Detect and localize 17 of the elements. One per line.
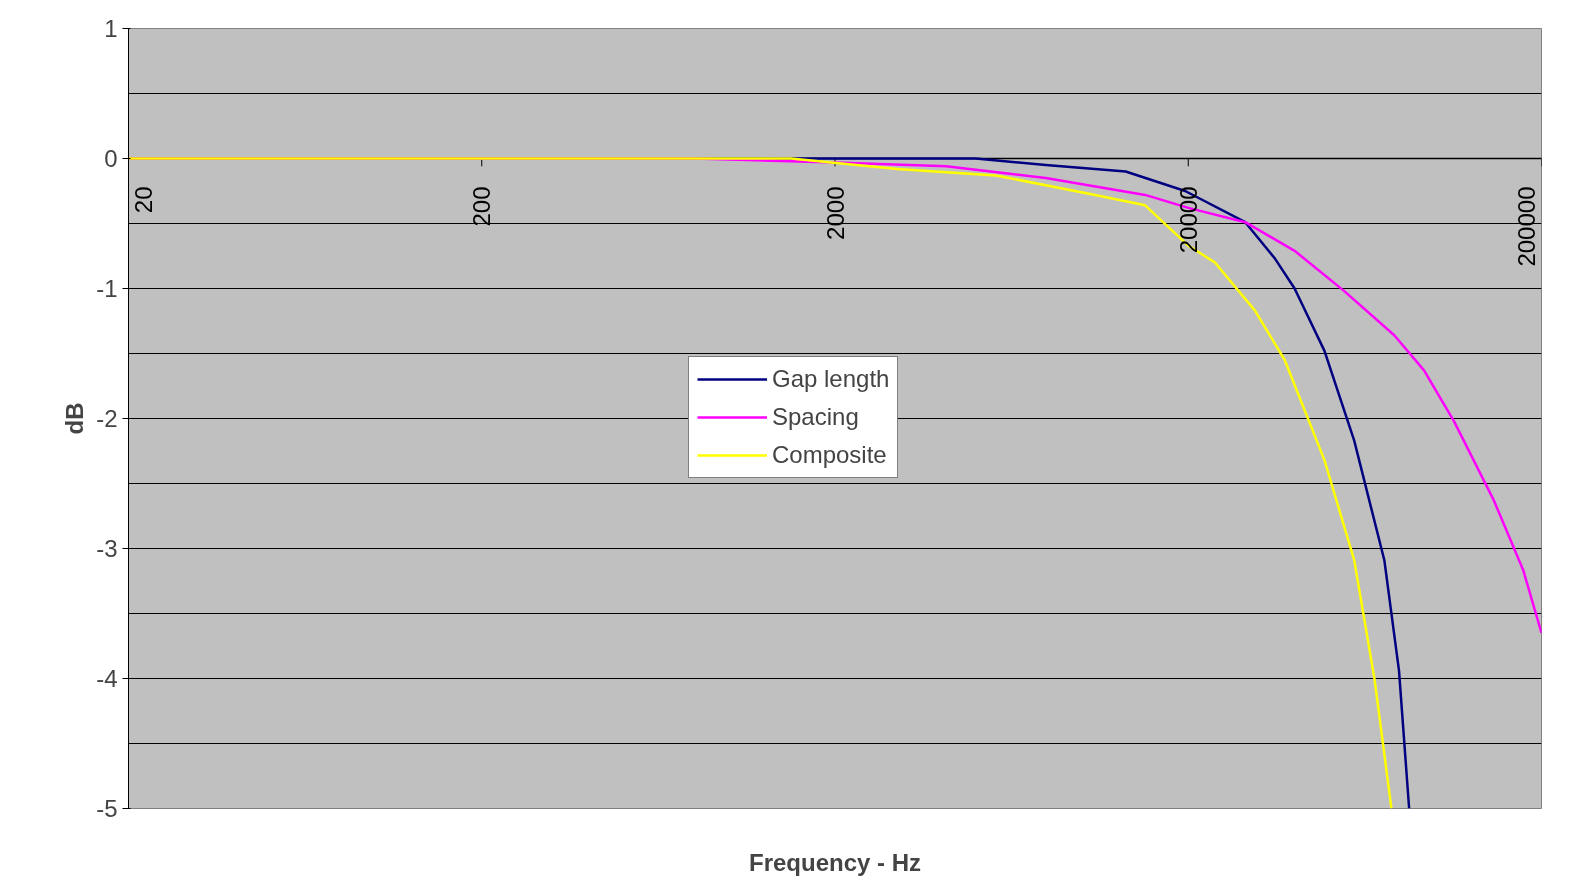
y-tick-label: -3	[96, 535, 118, 562]
y-tick-label: 1	[104, 15, 118, 42]
x-tick-label: 20000	[1174, 186, 1202, 254]
legend-label: Gap length	[772, 365, 890, 393]
y-tick-label: -1	[96, 275, 118, 302]
y-tick-label: 0	[104, 145, 118, 172]
y-tick-label: -2	[96, 405, 118, 432]
x-tick-label: 20	[130, 186, 157, 214]
legend-label: Spacing	[772, 403, 859, 431]
y-tick-label: -4	[96, 665, 118, 692]
x-tick-label: 200	[468, 186, 496, 227]
y-tick-label: -5	[96, 795, 118, 822]
y-axis-title: dB	[61, 402, 89, 435]
x-tick-label: 2000	[821, 186, 849, 240]
x-axis-title: Frequency - Hz	[748, 848, 922, 876]
legend-label: Composite	[772, 441, 887, 469]
x-tick-label: 200000	[1513, 186, 1540, 267]
